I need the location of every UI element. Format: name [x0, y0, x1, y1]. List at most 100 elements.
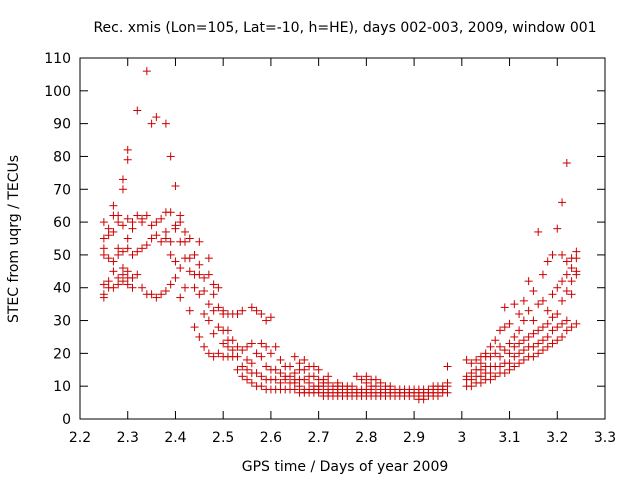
data-point — [114, 211, 123, 220]
y-axis-label: STEC from uqrg / TECUs — [6, 155, 22, 323]
x-tick-label: 2.7 — [308, 430, 330, 446]
data-point — [118, 264, 127, 273]
data-point — [558, 332, 567, 341]
data-point — [534, 227, 543, 236]
data-point — [142, 67, 151, 76]
data-point — [295, 359, 304, 368]
data-point — [257, 372, 266, 381]
data-point — [109, 201, 118, 210]
data-point — [558, 319, 567, 328]
data-point — [271, 375, 280, 384]
data-point — [123, 234, 132, 243]
data-point — [572, 319, 581, 328]
x-axis-label: GPS time / Days of year 2009 — [242, 459, 449, 475]
x-axis: 2.2 2.3 2.4 2.5 2.6 2.7 2.8 2.9 3 3.1 3.2 3.3 — [69, 58, 616, 446]
data-point — [567, 264, 576, 273]
data-point — [562, 326, 571, 335]
data-point — [505, 339, 514, 348]
y-tick-label: 60 — [53, 215, 71, 231]
data-point — [252, 349, 261, 358]
data-point — [300, 375, 309, 384]
data-point — [376, 378, 385, 387]
data-point — [109, 257, 118, 266]
data-point — [238, 372, 247, 381]
data-point — [314, 365, 323, 374]
data-point — [166, 280, 175, 289]
data-point — [133, 211, 142, 220]
data-point — [290, 369, 299, 378]
data-point — [562, 270, 571, 279]
data-point — [185, 234, 194, 243]
y-tick-label: 80 — [53, 149, 71, 165]
data-point — [543, 257, 552, 266]
data-point — [190, 250, 199, 259]
data-point — [104, 224, 113, 233]
data-point — [562, 159, 571, 168]
chart-title: Rec. xmis (Lon=105, Lat=-10, h=HE), days… — [93, 20, 596, 36]
data-point — [276, 355, 285, 364]
data-point — [104, 277, 113, 286]
data-point — [219, 339, 228, 348]
y-tick-label: 100 — [44, 84, 71, 100]
data-point — [319, 375, 328, 384]
data-point — [109, 267, 118, 276]
data-point — [171, 273, 180, 282]
data-point — [238, 346, 247, 355]
y-axis: 0 10 20 30 40 50 60 70 80 90 100 110 — [44, 51, 605, 428]
data-point — [496, 342, 504, 351]
data-points — [99, 67, 581, 404]
y-tick-label: 20 — [53, 346, 71, 362]
data-point — [243, 365, 252, 374]
data-point — [166, 237, 175, 246]
data-point — [543, 342, 552, 351]
data-point — [538, 296, 547, 305]
data-point — [252, 306, 261, 315]
data-point — [142, 211, 151, 220]
data-point — [300, 365, 309, 374]
data-point — [266, 349, 275, 358]
data-point — [204, 300, 213, 309]
data-point — [286, 362, 294, 371]
data-point — [195, 270, 204, 279]
data-point — [123, 145, 132, 154]
data-point — [529, 329, 538, 338]
data-point — [500, 346, 509, 355]
data-point — [515, 349, 524, 358]
data-point — [257, 352, 266, 361]
data-point — [214, 303, 223, 312]
data-point — [467, 359, 476, 368]
data-point — [142, 241, 151, 250]
data-point — [519, 316, 528, 325]
data-point — [562, 316, 571, 325]
y-tick-label: 30 — [53, 314, 71, 330]
data-point — [300, 355, 309, 364]
data-point — [529, 342, 538, 351]
data-point — [228, 346, 237, 355]
data-point — [185, 254, 194, 263]
data-point — [524, 332, 533, 341]
data-point — [352, 372, 361, 381]
data-point — [567, 290, 576, 299]
data-point — [147, 221, 156, 230]
data-point — [209, 290, 218, 299]
data-point — [262, 342, 271, 351]
data-point — [548, 339, 557, 348]
data-point — [519, 296, 528, 305]
x-tick-label: 2.4 — [164, 430, 186, 446]
data-point — [109, 227, 118, 236]
data-point — [161, 119, 170, 128]
data-point — [486, 352, 495, 361]
data-point — [195, 332, 204, 341]
x-tick-label: 3.1 — [498, 430, 520, 446]
data-point — [209, 329, 218, 338]
y-tick-label: 90 — [53, 117, 71, 133]
data-point — [223, 326, 232, 335]
data-point — [171, 257, 180, 266]
data-point — [567, 323, 576, 332]
data-point — [309, 372, 318, 381]
data-point — [247, 339, 256, 348]
y-tick-label: 110 — [44, 51, 71, 67]
data-point — [529, 352, 538, 361]
data-point — [515, 326, 524, 335]
data-point — [133, 106, 142, 115]
